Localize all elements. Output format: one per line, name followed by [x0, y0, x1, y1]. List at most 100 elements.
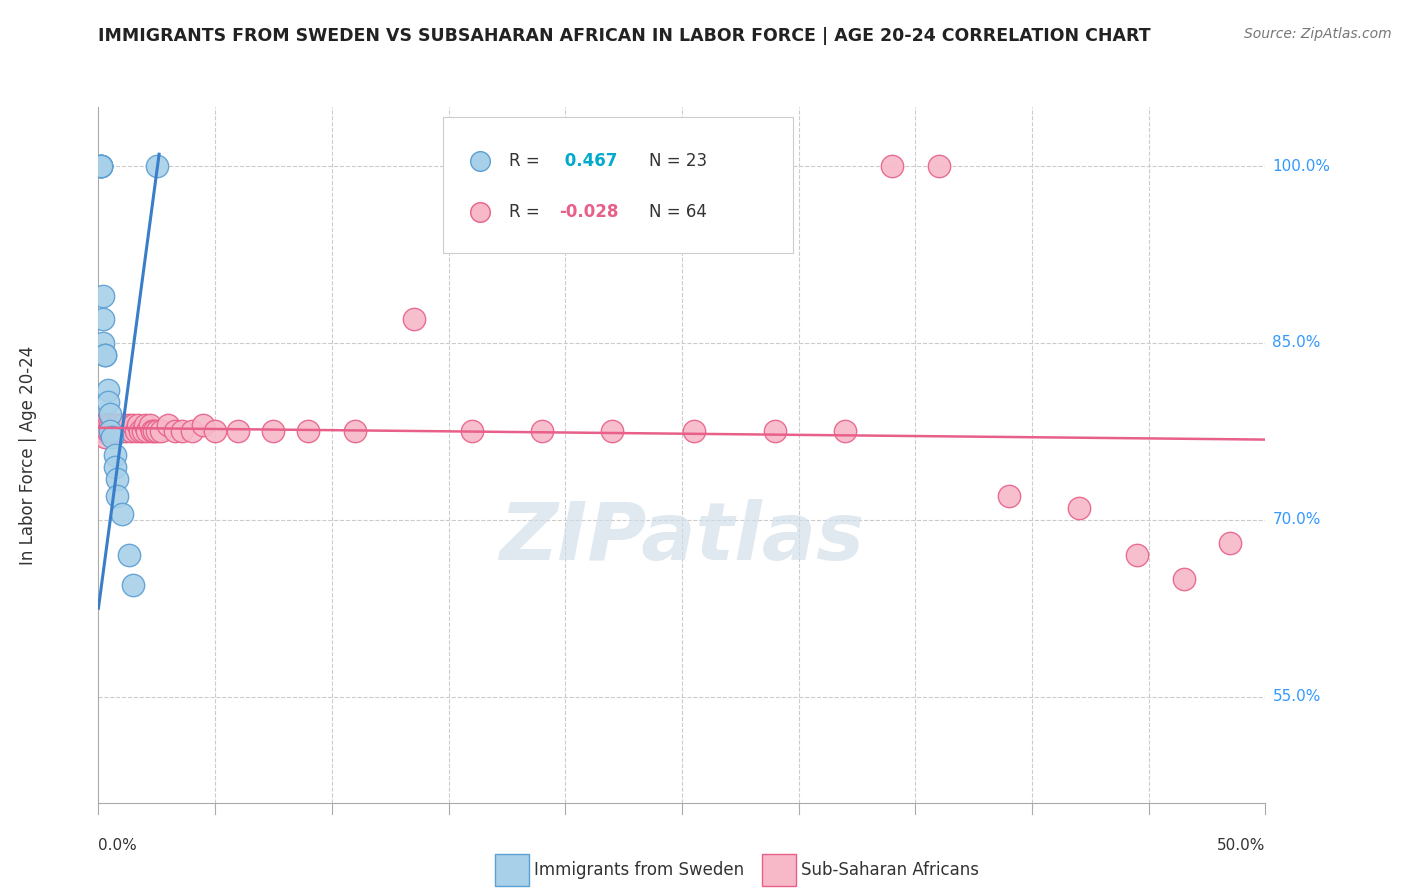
Point: [105, 471, 128, 485]
Point: [97, 425, 120, 439]
Point: [122, 418, 145, 433]
Text: IMMIGRANTS FROM SWEDEN VS SUBSAHARAN AFRICAN IN LABOR FORCE | AGE 20-24 CORRELAT: IMMIGRANTS FROM SWEDEN VS SUBSAHARAN AFR…: [98, 27, 1152, 45]
Point: [165, 425, 187, 439]
Point: [90, 159, 112, 173]
Point: [262, 425, 284, 439]
Point: [146, 159, 169, 173]
Text: R =: R =: [509, 152, 546, 170]
Point: [112, 418, 135, 433]
Point: [763, 425, 786, 439]
Point: [1126, 548, 1149, 562]
Point: [108, 425, 131, 439]
Point: [1173, 572, 1195, 586]
Text: 50.0%: 50.0%: [1218, 838, 1265, 854]
Point: [104, 418, 127, 433]
Point: [97, 418, 120, 433]
Text: 0.0%: 0.0%: [98, 838, 138, 854]
Point: [118, 418, 141, 433]
Point: [150, 425, 173, 439]
Point: [880, 159, 903, 173]
Point: [101, 430, 124, 444]
Point: [105, 489, 128, 503]
Point: [111, 507, 134, 521]
Point: [101, 418, 124, 433]
Point: [91, 289, 114, 303]
Point: [90, 159, 112, 173]
Point: [851, 337, 873, 351]
Point: [94, 430, 117, 444]
Text: N = 23: N = 23: [650, 152, 707, 170]
Point: [600, 425, 623, 439]
Point: [111, 425, 134, 439]
Point: [94, 348, 117, 362]
Point: [143, 425, 166, 439]
Point: [141, 425, 163, 439]
Point: [180, 425, 202, 439]
Point: [120, 425, 142, 439]
Point: [1219, 536, 1241, 550]
Point: [851, 251, 873, 265]
Point: [139, 418, 162, 433]
Text: 0.467: 0.467: [560, 152, 617, 170]
Point: [90, 159, 112, 173]
Point: [104, 448, 127, 462]
Point: [402, 312, 425, 326]
Point: [127, 418, 149, 433]
Point: [682, 425, 704, 439]
Point: [111, 418, 134, 433]
Point: [115, 425, 138, 439]
Point: [101, 425, 124, 439]
Point: [98, 407, 121, 421]
Point: [91, 335, 114, 350]
Point: [91, 425, 114, 439]
Point: [172, 425, 194, 439]
Text: 85.0%: 85.0%: [1272, 335, 1320, 351]
Point: [193, 418, 215, 433]
Text: 100.0%: 100.0%: [1272, 159, 1330, 174]
Point: [104, 459, 127, 474]
Point: [108, 418, 131, 433]
Text: N = 64: N = 64: [650, 203, 707, 221]
Point: [530, 425, 553, 439]
Point: [461, 425, 484, 439]
Point: [132, 425, 155, 439]
Point: [204, 425, 226, 439]
Point: [928, 159, 950, 173]
Point: [997, 489, 1019, 503]
Point: [91, 312, 114, 326]
Point: [125, 425, 148, 439]
Text: 55.0%: 55.0%: [1272, 690, 1320, 704]
Point: [104, 425, 127, 439]
Point: [105, 425, 128, 439]
Point: [97, 425, 120, 439]
Point: [129, 425, 152, 439]
Point: [97, 395, 120, 409]
Point: [90, 425, 112, 439]
Point: [94, 418, 117, 433]
Text: ZIPatlas: ZIPatlas: [499, 500, 865, 577]
Text: 70.0%: 70.0%: [1272, 512, 1320, 527]
Text: -0.028: -0.028: [560, 203, 619, 221]
Point: [94, 425, 117, 439]
Point: [90, 425, 112, 439]
Point: [134, 418, 156, 433]
Point: [122, 577, 145, 591]
Point: [90, 418, 112, 433]
Text: R =: R =: [509, 203, 546, 221]
Point: [136, 425, 159, 439]
Text: Source: ZipAtlas.com: Source: ZipAtlas.com: [1244, 27, 1392, 41]
Point: [98, 425, 121, 439]
Point: [105, 418, 128, 433]
Text: In Labor Force | Age 20-24: In Labor Force | Age 20-24: [20, 345, 37, 565]
FancyBboxPatch shape: [443, 118, 793, 253]
Point: [344, 425, 367, 439]
Point: [97, 383, 120, 397]
Point: [228, 425, 250, 439]
Point: [90, 159, 112, 173]
Point: [118, 548, 141, 562]
Point: [94, 348, 117, 362]
Point: [1067, 500, 1090, 515]
Text: Immigrants from Sweden: Immigrants from Sweden: [534, 861, 744, 879]
Point: [90, 159, 112, 173]
Point: [834, 425, 856, 439]
